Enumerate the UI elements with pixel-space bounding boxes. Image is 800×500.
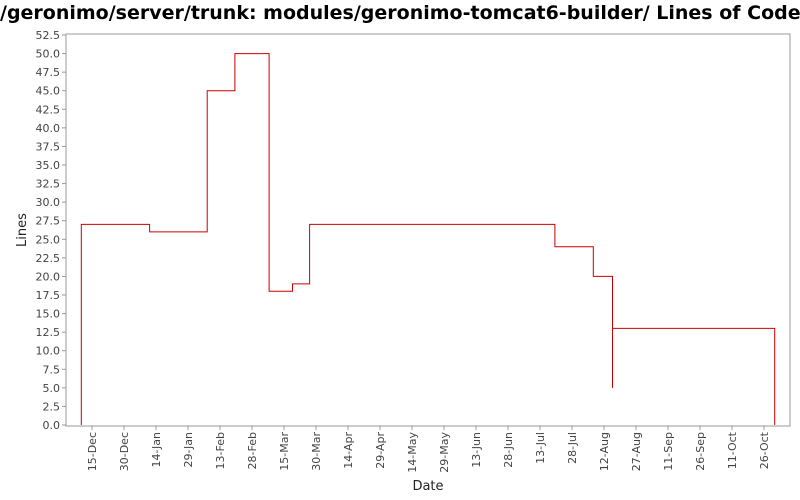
y-tick-label: 50.0 <box>36 48 61 61</box>
y-tick-label: 35.0 <box>36 159 61 172</box>
y-tick-label: 47.5 <box>36 66 61 79</box>
y-tick-label: 5.0 <box>43 382 61 395</box>
plot-area <box>65 33 791 427</box>
x-tick-label: 27-Aug <box>630 432 643 471</box>
x-tick-label: 26-Oct <box>758 431 771 469</box>
y-tick-label: 10.0 <box>36 345 61 358</box>
x-tick-label: 30-Dec <box>118 432 131 471</box>
series-layer <box>80 53 776 425</box>
y-tick-label: 0.0 <box>43 419 61 432</box>
x-tick-label: 13-Jul <box>534 432 547 464</box>
series-line <box>80 53 776 425</box>
y-tick-label: 2.5 <box>43 400 61 413</box>
y-tick-label: 30.0 <box>36 196 61 209</box>
y-tick-label: 20.0 <box>36 270 61 283</box>
x-tick-label: 26-Sep <box>694 432 707 471</box>
y-tick-label: 22.5 <box>36 252 61 265</box>
y-tick-label: 32.5 <box>36 178 61 191</box>
x-tick-label: 29-Apr <box>374 432 387 469</box>
x-axis-title: Date <box>412 479 443 494</box>
y-tick-label: 42.5 <box>36 103 61 116</box>
x-tick-label: 29-Jan <box>182 432 195 468</box>
x-tick-label: 15-Dec <box>86 432 99 471</box>
y-tick-label: 45.0 <box>36 85 61 98</box>
x-tick-label: 14-Jan <box>150 432 163 468</box>
x-axis: 15-Dec 30-Dec 14-Jan 29-Jan 13-Feb 28-Feb 15-M… <box>86 426 771 473</box>
y-tick-label: 25.0 <box>36 233 61 246</box>
x-tick-label: 28-Feb <box>246 432 259 469</box>
y-axis-title: Lines <box>15 213 30 247</box>
x-tick-label: 11-Oct <box>726 431 739 469</box>
x-tick-label: 14-May <box>406 432 419 473</box>
x-tick-label: 13-Jun <box>470 432 483 468</box>
y-tick-label: 15.0 <box>36 308 61 321</box>
y-tick-label: 17.5 <box>36 289 61 302</box>
y-tick-label: 37.5 <box>36 140 61 153</box>
x-tick-label: 29-May <box>438 432 451 473</box>
x-tick-label: 15-Mar <box>278 432 291 471</box>
y-tick-label: 52.5 <box>36 29 61 42</box>
x-tick-label: 12-Aug <box>598 432 611 471</box>
x-tick-label: 30-Mar <box>310 432 323 471</box>
x-tick-label: 14-Apr <box>342 432 355 469</box>
y-tick-label: 12.5 <box>36 326 61 339</box>
x-tick-label: 11-Sep <box>662 432 675 471</box>
y-tick-label: 27.5 <box>36 215 61 228</box>
y-tick-label: 7.5 <box>43 363 61 376</box>
x-tick-label: 28-Jul <box>566 432 579 464</box>
chart-title: /geronimo/server/trunk: modules/geronimo… <box>0 2 800 24</box>
x-tick-label: 13-Feb <box>214 432 227 469</box>
x-tick-label: 28-Jun <box>502 432 515 468</box>
y-tick-label: 40.0 <box>36 122 61 135</box>
y-axis: 0.0 2.5 5.0 7.5 10.0 12.5 15.0 17.5 20.0 22.5 25.0… <box>36 29 66 432</box>
